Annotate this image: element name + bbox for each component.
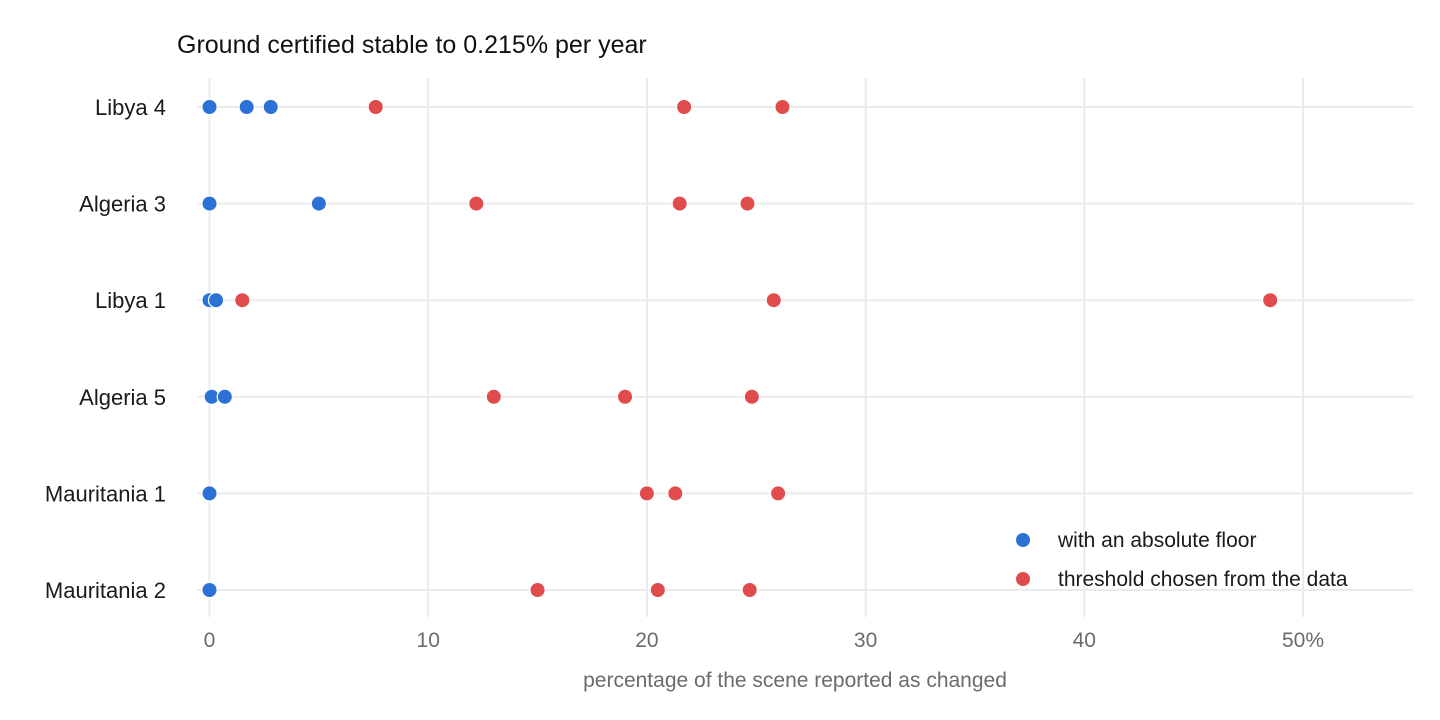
point-data-threshold [616, 388, 634, 405]
point-absolute-floor [262, 98, 279, 116]
point-data-threshold [468, 195, 485, 212]
y-tick-label: Algeria 5 [79, 385, 166, 410]
y-tick-label: Libya 4 [95, 95, 166, 120]
point-data-threshold [234, 292, 251, 309]
point-absolute-floor [201, 581, 218, 599]
data-points [201, 98, 1279, 599]
chart-title: Ground certified stable to 0.215% per ye… [177, 31, 647, 59]
y-tick-label: Mauritania 1 [45, 481, 166, 506]
y-tick-label: Libya 1 [95, 288, 166, 313]
grid-lines [197, 78, 1413, 617]
point-data-threshold [675, 98, 693, 116]
legend: with an absolute floor threshold chosen f… [1014, 529, 1348, 591]
x-tick-label: 40 [1073, 629, 1096, 652]
point-data-threshold [529, 581, 546, 599]
x-tick-label: 0 [204, 629, 216, 652]
point-absolute-floor [238, 98, 255, 116]
x-tick-label: 50% [1282, 629, 1324, 652]
point-data-threshold [638, 485, 656, 502]
point-data-threshold [743, 388, 761, 405]
y-tick-label: Algeria 3 [79, 192, 166, 217]
x-axis-ticks: 0 10 20 30 40 50% [204, 629, 1324, 652]
point-absolute-floor [201, 195, 218, 212]
point-data-threshold [1261, 292, 1279, 309]
point-data-threshold [649, 581, 667, 599]
point-absolute-floor [310, 195, 328, 212]
point-data-threshold [769, 485, 787, 502]
y-tick-label: Mauritania 2 [45, 578, 166, 603]
point-data-threshold [671, 195, 688, 212]
y-axis-labels: Libya 4 Algeria 3 Libya 1 Algeria 5 Mauritan… [45, 95, 166, 603]
point-data-threshold [367, 98, 384, 116]
legend-label: threshold chosen from the data [1058, 568, 1348, 591]
point-data-threshold [739, 195, 756, 212]
legend-label: with an absolute floor [1057, 529, 1256, 552]
point-data-threshold [741, 581, 758, 599]
x-tick-label: 10 [417, 629, 440, 652]
point-data-threshold [765, 292, 782, 309]
legend-marker [1014, 570, 1032, 588]
point-absolute-floor [201, 98, 218, 116]
point-absolute-floor [216, 388, 234, 405]
point-absolute-floor [207, 292, 225, 309]
legend-marker [1014, 531, 1032, 549]
x-tick-label: 30 [854, 629, 877, 652]
point-absolute-floor [201, 485, 218, 502]
point-data-threshold [485, 388, 503, 405]
x-axis-label: percentage of the scene reported as chan… [583, 669, 1007, 692]
point-data-threshold [667, 485, 684, 502]
x-tick-label: 20 [635, 629, 658, 652]
point-data-threshold [774, 98, 791, 116]
